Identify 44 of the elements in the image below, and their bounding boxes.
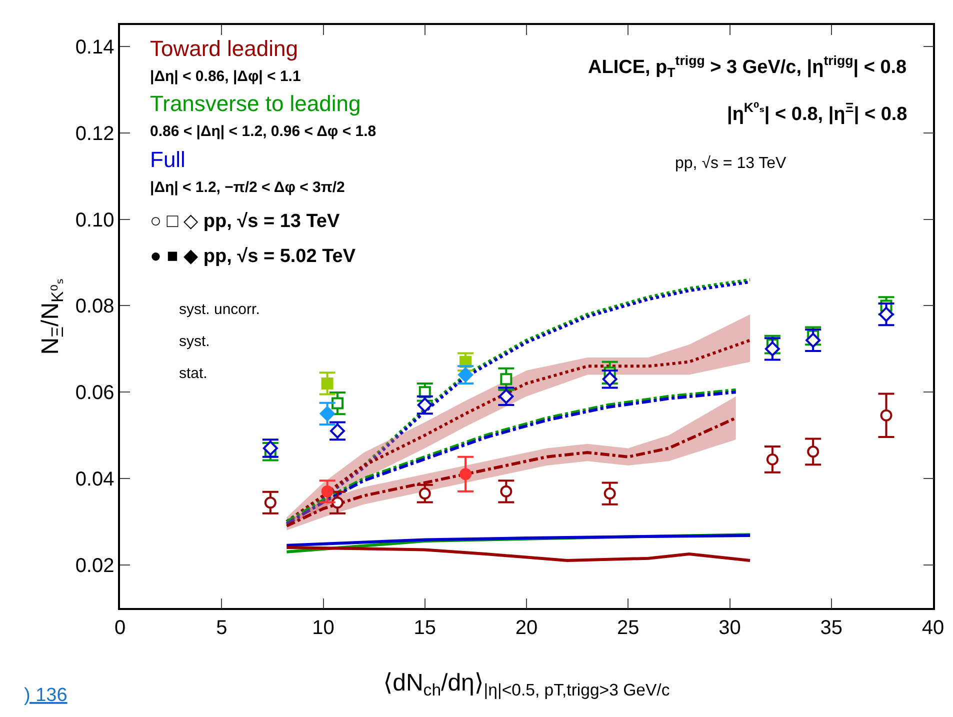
point	[331, 496, 344, 509]
x-tick-label: 40	[922, 616, 944, 639]
x-tick-label: 5	[216, 616, 228, 639]
x-tick-label: 20	[515, 616, 538, 639]
y-tick-label: 0.10	[75, 209, 114, 232]
annotation: syst. uncorr.	[179, 301, 260, 318]
annotation: |Δη| < 1.2, −π/2 < Δφ < 3π/2	[150, 179, 345, 196]
point	[320, 406, 335, 422]
y-tick-label: 0.02	[75, 554, 114, 577]
annotation: syst.	[179, 333, 210, 350]
x-tick-label: 10	[312, 616, 334, 639]
point	[460, 468, 472, 480]
y-tick-label: 0.14	[75, 36, 114, 59]
point	[321, 485, 334, 498]
x-axis-title: ⟨dN$_{ch}$/dη⟩$_{|η|<0.5, pT,trigg>3 GeV/c}$	[383, 670, 670, 700]
annotation: Transverse to leading	[150, 91, 361, 116]
point	[500, 485, 512, 498]
x-tick-label: 25	[617, 616, 640, 639]
y-tick-label: 0.04	[75, 468, 114, 490]
annotation: pp, √s = 13 TeV	[675, 155, 787, 172]
annotation: ALICE, p$_{T}$$^{trigg}$ > 3 GeV/c, |η$^{trigg}$| < 0.8	[588, 53, 907, 80]
text: ) 136	[24, 685, 68, 706]
annotation: 0.86 < |Δη| < 1.2, 0.96 < Δφ < 1.8	[150, 123, 376, 140]
annotation: Full	[150, 147, 186, 172]
y-tick-label: 0.08	[75, 296, 114, 318]
annotation: ● ■ ◆ pp, √s = 5.02 TeV	[150, 246, 356, 267]
y-tick-label: 0.12	[75, 122, 114, 145]
point	[604, 488, 616, 500]
annotation: ○ □ ◇ pp, √s = 13 TeV	[150, 211, 340, 232]
x-tick-label: 30	[718, 616, 741, 639]
x-tick-label: 35	[820, 616, 843, 639]
point	[264, 496, 276, 509]
annotation: |Δη| < 0.86, |Δφ| < 1.1	[150, 68, 301, 85]
line-series	[285, 546, 752, 562]
y-tick-label: 0.06	[75, 382, 114, 404]
point	[880, 409, 892, 422]
x-tick-label: 0	[114, 616, 126, 639]
line-series	[285, 534, 752, 547]
x-tick-label: 15	[414, 616, 436, 639]
annotation: stat.	[179, 365, 208, 382]
annotation: |η$^{K⁰ₛ}$| < 0.8, |η$^{Ξ}$| < 0.8	[727, 100, 908, 125]
point	[807, 446, 820, 458]
annotation: Toward leading	[150, 36, 298, 61]
point	[766, 453, 778, 466]
